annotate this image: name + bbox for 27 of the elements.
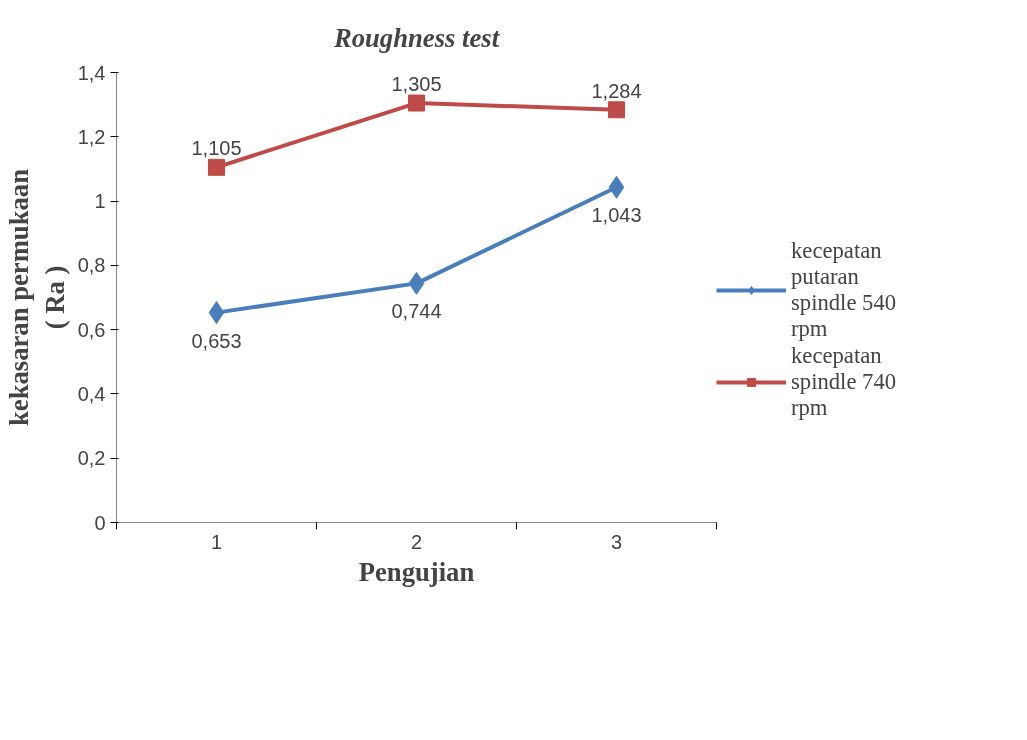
data-label: 1,305 <box>391 73 442 96</box>
data-label: 1,043 <box>591 204 642 227</box>
y-tick-label: 0 <box>94 511 106 534</box>
legend-label: kecepatan spindle 740 rpm <box>791 342 897 422</box>
point <box>208 158 225 176</box>
y-tick-label: 1,4 <box>77 61 106 84</box>
data-label: 0,653 <box>191 329 242 352</box>
point <box>408 271 425 295</box>
x-tick-label: 3 <box>610 530 623 553</box>
y-tick-label: 1 <box>94 190 106 213</box>
x-tick-label: 2 <box>410 530 423 553</box>
x-tick-label: 1 <box>210 530 223 553</box>
point <box>608 175 625 199</box>
y-tick-label: 0,8 <box>77 254 106 277</box>
data-label: 0,744 <box>391 300 442 323</box>
chart-title: Roughness test <box>332 22 501 53</box>
point <box>608 101 625 119</box>
data-label: 1,105 <box>191 137 242 160</box>
y-tick-label: 0,2 <box>77 447 106 470</box>
y-tick-label: 0,6 <box>77 318 106 341</box>
point <box>208 301 225 325</box>
y-tick-label: 1,2 <box>77 125 106 148</box>
x-axis-title: Pengujian <box>358 556 475 587</box>
data-label: 1,284 <box>591 79 642 102</box>
point <box>408 94 425 112</box>
y-tick-label: 0,4 <box>77 382 106 405</box>
y-axis-title: kekasaran permukaan ( Ra ) <box>3 168 70 426</box>
